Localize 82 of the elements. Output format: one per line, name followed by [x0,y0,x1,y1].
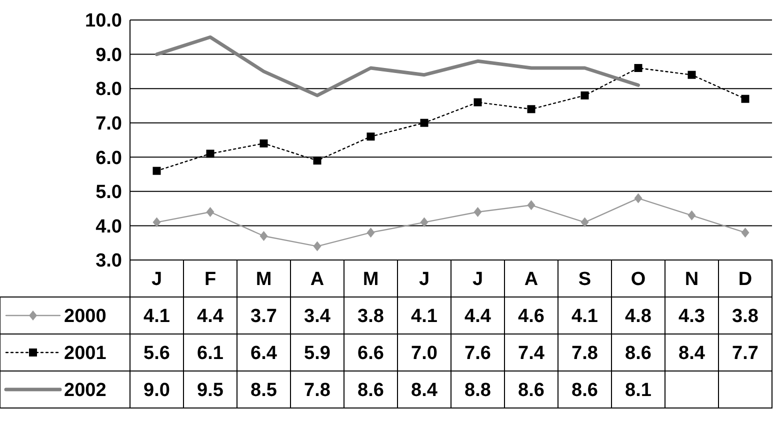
data-label: 4.1 [144,306,170,328]
point [366,228,375,238]
point [206,207,214,217]
data-label: 4.3 [678,306,705,328]
point [313,241,322,252]
data-label: 3.4 [304,306,331,328]
data-label: 3.7 [250,306,277,328]
y-tick-label: 7.0 [96,114,122,135]
data-label: 4.6 [518,306,544,328]
x-tick-label: S [578,269,592,290]
point [580,91,589,100]
point [366,132,375,141]
x-tick-label: M [362,269,379,290]
data-label: 8.8 [464,380,491,402]
data-label: 6.4 [250,343,278,364]
legend-label: 2002 [64,380,106,402]
point [634,193,642,204]
data-label: 4.8 [625,306,652,328]
point [474,98,482,106]
legend-label: 2001 [64,343,107,364]
point [688,70,696,79]
point [741,228,750,238]
point [260,139,268,148]
point [420,217,428,228]
point [688,210,696,220]
y-tick-label: 9.0 [96,44,122,66]
data-label: 8.4 [678,343,706,364]
data-label: 3.8 [358,306,384,328]
data-label: 8.6 [518,380,544,402]
data-label: 8.5 [250,380,278,402]
data-label: 7.4 [518,343,545,364]
point [474,207,482,217]
y-tick-label: 10.0 [85,10,122,32]
point [634,64,642,72]
data-label: 8.6 [572,380,598,402]
point [580,217,589,228]
point [741,94,750,103]
x-tick-label: D [738,269,752,290]
data-label: 9.0 [144,380,170,402]
data-label: 6.1 [197,343,224,364]
x-tick-label: A [310,269,324,290]
legend-label: 2000 [64,306,106,328]
x-tick-label: A [524,269,538,290]
data-label: 8.4 [411,380,438,402]
x-tick-label: J [151,269,162,290]
x-tick-label: J [418,269,430,290]
x-tick-label: J [472,269,484,290]
point [527,105,536,114]
point [152,166,161,175]
y-tick-label: 8.0 [96,79,122,100]
data-label: 4.4 [464,306,492,328]
data-label: 8.6 [625,343,652,364]
data-label: 5.9 [304,343,330,364]
data-label: 3.8 [732,306,758,328]
data-label: 4.1 [572,306,598,328]
y-tick-label: 5.0 [96,182,122,204]
x-tick-label: M [256,269,272,290]
data-label: 4.1 [411,306,438,328]
point [152,217,161,228]
point [260,231,268,241]
x-tick-label: N [684,269,699,290]
data-label: 8.6 [358,380,384,402]
x-tick-label: F [204,269,216,290]
y-tick-label: 4.0 [96,216,122,238]
point [206,150,214,158]
point [313,156,322,165]
data-label: 7.7 [732,343,758,364]
y-tick-label: 6.0 [96,148,122,169]
data-label: 7.8 [304,380,330,402]
point [527,200,536,210]
data-label: 7.6 [464,343,491,364]
data-label: 6.6 [358,343,384,364]
x-tick-label: O [630,269,646,290]
data-label: 5.6 [144,343,170,364]
data-label: 7.0 [411,343,438,364]
line-series [155,35,640,98]
y-tick-label: 3.0 [96,250,122,272]
point [420,118,428,127]
data-label: 8.1 [625,380,652,402]
data-label: 9.5 [197,380,224,402]
data-label: 4.4 [197,306,224,328]
data-label: 7.8 [572,343,598,364]
